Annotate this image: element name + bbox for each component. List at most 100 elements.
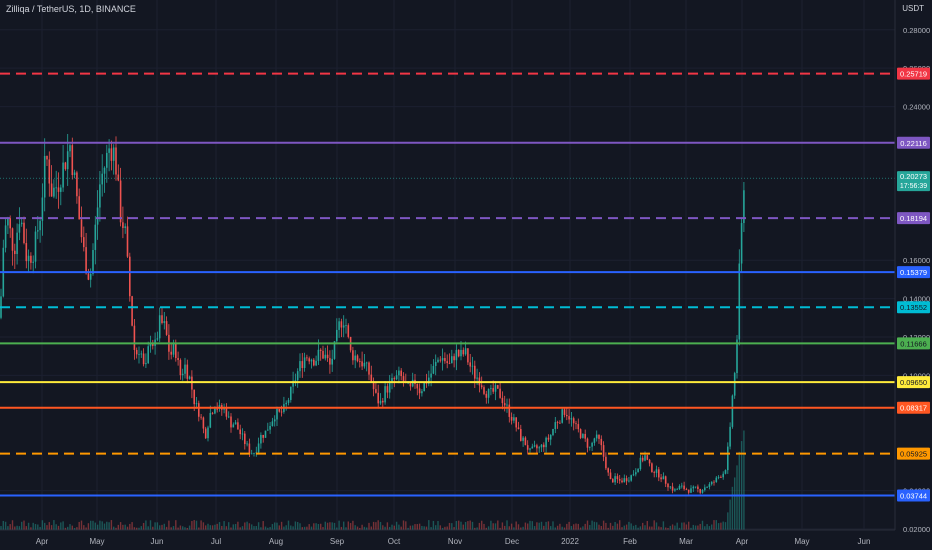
- volume-bar: [405, 521, 407, 530]
- candle-body: [112, 147, 115, 161]
- volume-bar: [292, 526, 294, 530]
- volume-bar: [729, 499, 731, 530]
- candle-body: [250, 453, 253, 455]
- candle-body: [43, 155, 46, 198]
- volume-bar: [547, 521, 550, 530]
- volume-bar: [529, 520, 531, 530]
- candle-body: [743, 190, 745, 224]
- candle-body: [568, 416, 570, 420]
- candle-body: [108, 148, 110, 153]
- volume-bar: [579, 527, 582, 530]
- time-tick-label: 2022: [561, 537, 579, 546]
- candle-body: [690, 488, 692, 493]
- volume-bar: [290, 525, 292, 530]
- volume-bar: [435, 525, 437, 530]
- volume-bar: [340, 526, 343, 530]
- candle-body: [423, 382, 425, 392]
- candle-body: [124, 226, 126, 229]
- candle-body: [290, 386, 292, 400]
- level-price-label: 0.15379: [900, 268, 927, 277]
- candle-body: [736, 339, 738, 374]
- volume-bar: [487, 526, 490, 530]
- candle-body: [526, 445, 529, 450]
- candle-body: [722, 473, 724, 478]
- candle-body: [503, 403, 506, 406]
- candle-body: [727, 446, 729, 471]
- volume-bar: [172, 526, 175, 530]
- volume-bar: [366, 527, 368, 530]
- candle-body: [216, 408, 218, 410]
- candle-body: [740, 223, 743, 264]
- volume-bar: [32, 522, 34, 530]
- volume-bar: [92, 520, 94, 530]
- volume-bar: [432, 520, 435, 530]
- volume-bar: [101, 521, 103, 530]
- volume-bar: [27, 522, 30, 530]
- volume-bar: [221, 525, 223, 530]
- candle-body: [101, 173, 103, 185]
- volume-bar: [743, 430, 745, 530]
- candle-body: [639, 457, 642, 469]
- level-price-label-bg: [897, 301, 930, 314]
- candle-body: [299, 361, 301, 372]
- candle-body: [177, 358, 179, 361]
- candle-body: [53, 187, 55, 197]
- candle-body: [692, 486, 695, 489]
- candle-body: [237, 422, 239, 430]
- volume-bar: [133, 527, 136, 530]
- level-price-label: 0.13552: [900, 303, 927, 312]
- volume-bar: [681, 522, 683, 530]
- candle-body: [430, 373, 432, 378]
- candle-body: [485, 393, 488, 398]
- volume-bar: [253, 526, 255, 530]
- volume-bar: [559, 523, 561, 530]
- volume-bar: [57, 525, 60, 530]
- volume-bar: [536, 522, 538, 530]
- volume-bar: [736, 465, 738, 530]
- candle-body: [232, 424, 235, 428]
- time-tick-label: Oct: [388, 537, 401, 546]
- candle-body: [632, 474, 635, 476]
- volume-bar: [21, 521, 23, 530]
- volume-bar: [375, 522, 377, 530]
- candle-body: [313, 359, 315, 366]
- candle-body: [628, 480, 630, 482]
- candle-body: [733, 373, 736, 396]
- candle-body: [303, 357, 306, 368]
- candle-body: [506, 404, 508, 406]
- candle-body: [331, 358, 333, 365]
- volume-bar: [727, 512, 729, 530]
- countdown-label: 17:56:39: [900, 183, 927, 190]
- volume-bar: [492, 523, 494, 530]
- volume-bar: [648, 526, 651, 530]
- candle-body: [342, 325, 345, 328]
- candle-body: [471, 365, 474, 367]
- candle-body: [499, 388, 501, 398]
- volume-bar: [103, 523, 106, 530]
- volume-bar: [504, 525, 506, 530]
- candle-body: [543, 444, 545, 448]
- candle-body: [377, 392, 379, 404]
- candle-body: [398, 370, 400, 376]
- volume-bar: [352, 520, 354, 530]
- candle-body: [324, 354, 327, 359]
- candle-body: [181, 373, 184, 376]
- volume-bar: [205, 525, 207, 530]
- volume-bar: [179, 525, 182, 530]
- volume-bar: [248, 523, 251, 530]
- candle-body: [285, 402, 287, 405]
- candle-body: [14, 250, 16, 255]
- volume-bar: [602, 520, 605, 530]
- price-tick-label: 0.02000: [903, 525, 930, 534]
- volume-bar: [251, 524, 253, 530]
- volume-bar: [76, 527, 78, 530]
- level-price-label: 0.18194: [900, 214, 927, 223]
- candle-body: [241, 433, 244, 435]
- volume-bar: [464, 521, 467, 530]
- candle-body: [140, 353, 143, 355]
- candle-body: [621, 480, 623, 483]
- candle-body: [227, 416, 230, 418]
- candle-body: [7, 218, 9, 226]
- candle-body: [186, 364, 189, 379]
